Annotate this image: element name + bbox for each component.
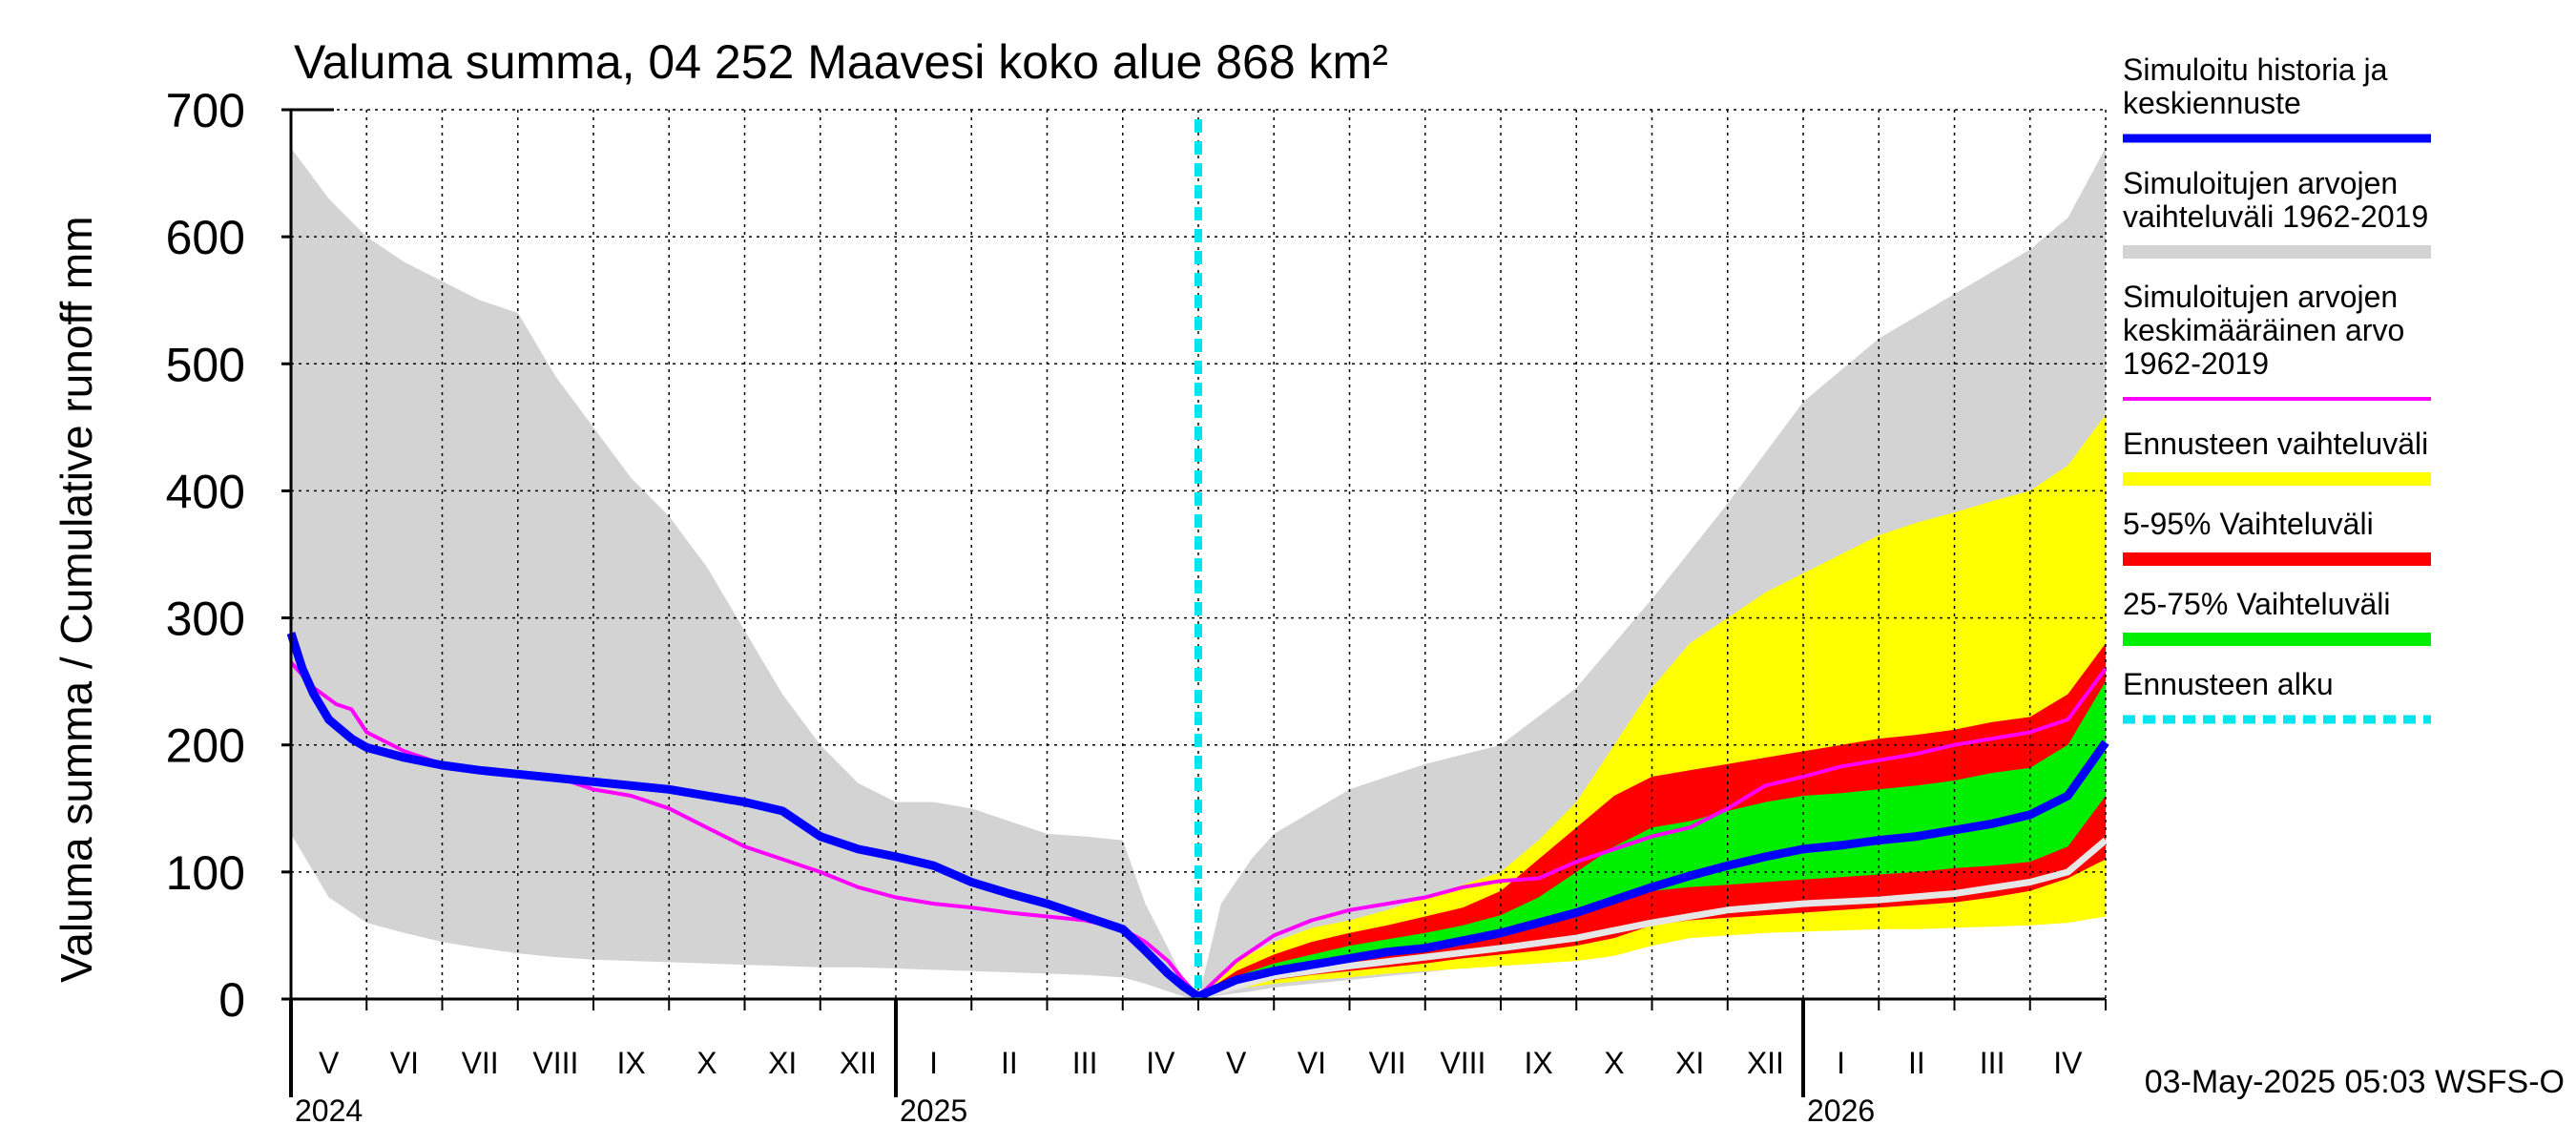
y-tick-label: 700 xyxy=(166,84,245,137)
y-tick-label: 100 xyxy=(166,846,245,900)
month-label: XII xyxy=(1747,1046,1784,1080)
legend-label: keskimääräinen arvo xyxy=(2123,313,2404,347)
y-tick-label: 500 xyxy=(166,338,245,391)
month-label: X xyxy=(1604,1046,1624,1080)
month-label: VIII xyxy=(1440,1046,1485,1080)
legend-label: Simuloitujen arvojen xyxy=(2123,280,2398,314)
legend-label: 5-95% Vaihteluväli xyxy=(2123,507,2374,541)
legend-label: vaihteluväli 1962-2019 xyxy=(2123,199,2428,234)
simulated-line xyxy=(286,632,2109,1001)
legend-label: Simuloitujen arvojen xyxy=(2123,166,2398,200)
month-label: XII xyxy=(840,1046,877,1080)
month-label: XI xyxy=(1675,1046,1704,1080)
legend-label: keskiennuste xyxy=(2123,86,2301,120)
legend-label: Ennusteen vaihteluväli xyxy=(2123,427,2428,461)
footer-timestamp: 03-May-2025 05:03 WSFS-O xyxy=(2145,1064,2565,1100)
median-forecast-line xyxy=(1197,837,2109,1000)
history-range-band xyxy=(291,147,1198,999)
y-tick-label: 400 xyxy=(166,465,245,518)
month-label: I xyxy=(929,1046,938,1080)
month-label: XI xyxy=(768,1046,797,1080)
month-label: VII xyxy=(1369,1046,1406,1080)
chart-title: Valuma summa, 04 252 Maavesi koko alue 8… xyxy=(294,35,1388,89)
y-tick-label: 300 xyxy=(166,593,245,646)
y-tick-label: 0 xyxy=(218,973,245,1027)
series-layer xyxy=(286,119,2109,1001)
month-label: IX xyxy=(1525,1046,1553,1080)
month-label: V xyxy=(1226,1046,1247,1080)
month-label: II xyxy=(1001,1046,1018,1080)
y-tick-label: 200 xyxy=(166,719,245,773)
legend-label: 1962-2019 xyxy=(2123,346,2269,381)
month-label: IV xyxy=(1146,1046,1175,1080)
month-label: IX xyxy=(617,1046,646,1080)
legend-label: Ennusteen alku xyxy=(2123,667,2334,701)
month-label: VI xyxy=(1298,1046,1326,1080)
month-label: III xyxy=(1980,1046,2005,1080)
y-tick-label: 600 xyxy=(166,211,245,264)
month-label: IV xyxy=(2053,1046,2083,1080)
legend-label: 25-75% Vaihteluväli xyxy=(2123,587,2390,621)
month-label: VII xyxy=(462,1046,499,1080)
year-label: 2024 xyxy=(295,1093,363,1128)
legend-label: Simuloitu historia ja xyxy=(2123,52,2388,87)
month-label: V xyxy=(319,1046,340,1080)
month-label: II xyxy=(1908,1046,1925,1080)
month-label: VI xyxy=(390,1046,419,1080)
y-axis-label: Valuma summa / Cumulative runoff mm xyxy=(52,216,101,983)
year-label: 2026 xyxy=(1807,1093,1875,1128)
month-label: I xyxy=(1837,1046,1845,1080)
month-label: III xyxy=(1072,1046,1098,1080)
band-25-75 xyxy=(1198,681,2106,997)
year-label: 2025 xyxy=(900,1093,967,1128)
month-label: X xyxy=(696,1046,717,1080)
month-label: VIII xyxy=(532,1046,578,1080)
